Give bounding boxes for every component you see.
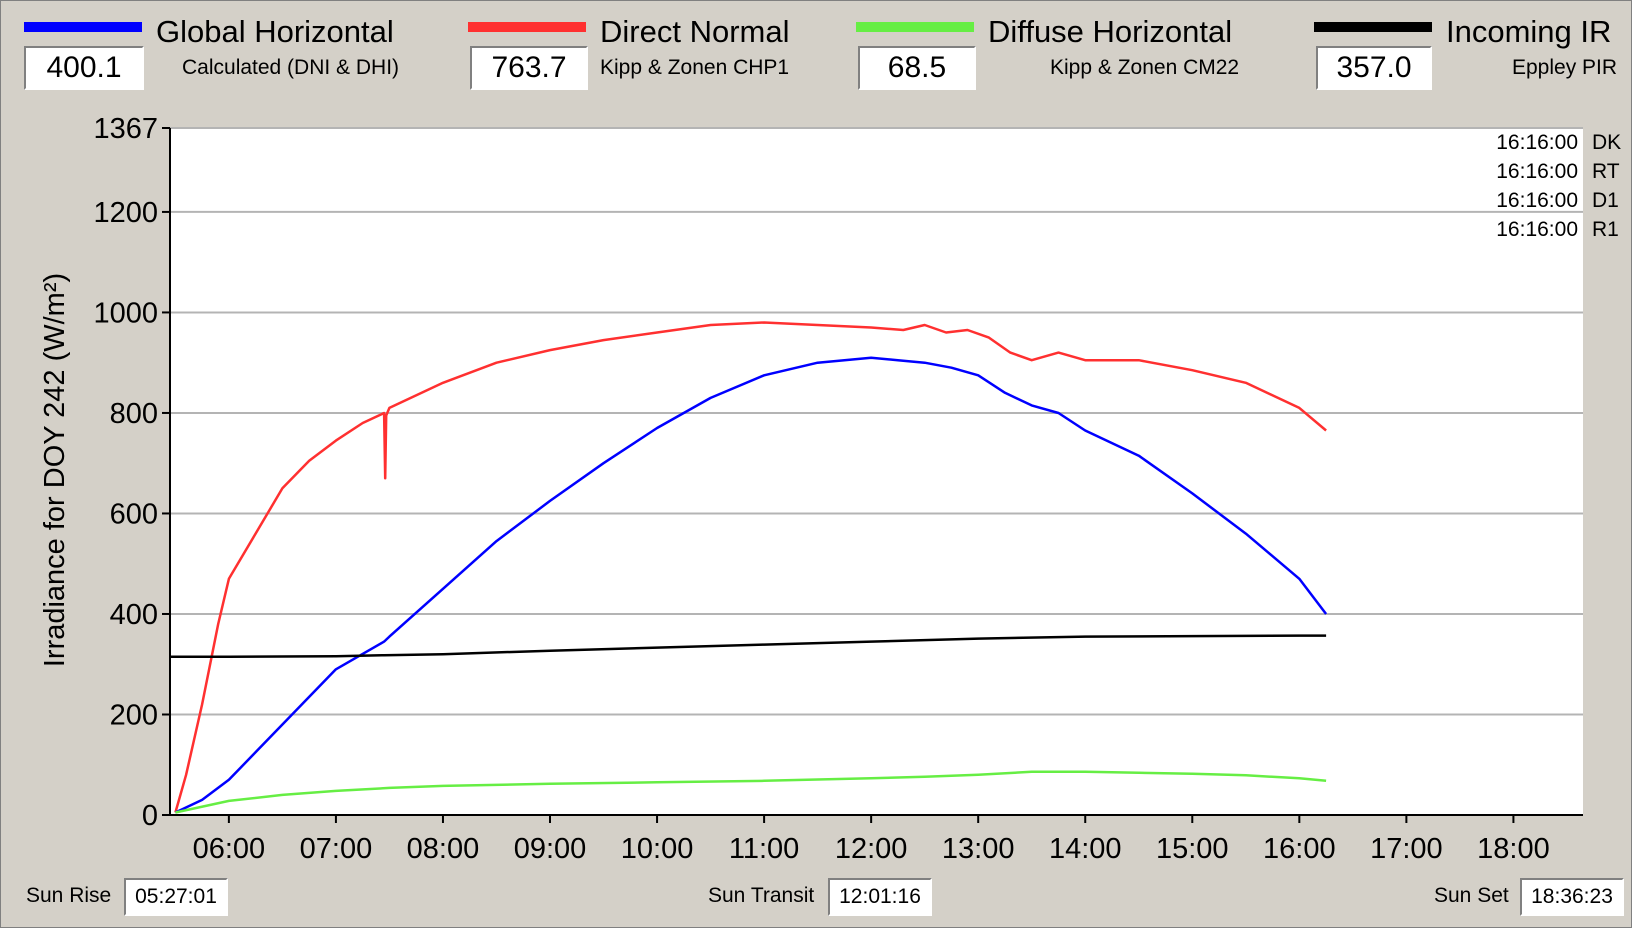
incoming-ir-value: 357.0 — [1316, 46, 1432, 90]
status-code: R1 — [1592, 218, 1619, 241]
irradiance-chart: 16:16:00 DK 16:16:00 RT 16:16:00 D1 16:1… — [39, 113, 1621, 865]
instrument-label: Kipp & Zonen CM22 — [1050, 56, 1240, 79]
global-horizontal-value: 400.1 — [24, 46, 144, 90]
series-line-global-horizontal — [174, 356, 1328, 814]
x-tick-label: 12:00 — [835, 833, 908, 865]
status-code: DK — [1592, 131, 1621, 154]
status-code: D1 — [1592, 189, 1619, 212]
status-code: RT — [1592, 160, 1620, 183]
diffuse-horizontal-value: 68.5 — [858, 46, 976, 90]
plot-area — [170, 128, 1583, 815]
x-tick-label: 10:00 — [621, 833, 694, 865]
sun-set-label: Sun Set — [1434, 884, 1509, 907]
y-tick-label: 200 — [110, 699, 158, 731]
y-tick-label: 1200 — [93, 197, 158, 229]
instrument-label: Eppley PIR — [1512, 56, 1618, 79]
x-tick-label: 11:00 — [729, 833, 799, 865]
series-line-diffuse-horizontal — [175, 770, 1327, 814]
x-tick-label: 08:00 — [407, 833, 480, 865]
status-time: 16:16:00 — [1496, 131, 1578, 154]
legend-name: Direct Normal — [600, 14, 790, 49]
x-tick-label: 07:00 — [300, 833, 373, 865]
y-tick-label: 0 — [142, 800, 158, 832]
status-time: 16:16:00 — [1496, 218, 1578, 241]
sun-transit-value: 12:01:16 — [828, 878, 932, 916]
y-tick-label: 1367 — [93, 113, 158, 145]
x-tick-label: 16:00 — [1263, 833, 1336, 865]
status-time: 16:16:00 — [1496, 160, 1578, 183]
sun-rise-label: Sun Rise — [26, 884, 112, 907]
y-tick-label: 400 — [110, 599, 158, 631]
status-panel: 16:16:00 DK 16:16:00 RT 16:16:00 D1 16:1… — [1496, 131, 1621, 241]
direct-normal-value: 763.7 — [470, 46, 588, 90]
series-line-incoming-ir — [170, 634, 1327, 658]
y-axis-title: Irradiance for DOY 242 (W/m²) — [39, 273, 71, 667]
x-tick-label: 06:00 — [193, 833, 266, 865]
x-tick-label: 13:00 — [942, 833, 1015, 865]
x-tick-label: 15:00 — [1156, 833, 1229, 865]
legend-name: Global Horizontal — [156, 14, 394, 49]
legend-swatch — [1314, 22, 1432, 32]
sun-transit-label: Sun Transit — [708, 884, 815, 907]
sun-set-value: 18:36:23 — [1520, 878, 1624, 916]
legend-swatch — [856, 22, 974, 32]
series-line-direct-normal — [174, 321, 1327, 813]
x-tick-label: 18:00 — [1477, 833, 1550, 865]
y-tick-label: 800 — [110, 398, 158, 430]
x-tick-label: 09:00 — [514, 833, 587, 865]
legend-swatch — [468, 22, 586, 32]
x-tick-label: 17:00 — [1370, 833, 1443, 865]
y-tick-label: 600 — [110, 498, 158, 530]
instrument-label: Kipp & Zonen CHP1 — [600, 56, 790, 79]
status-time: 16:16:00 — [1496, 189, 1578, 212]
legend-swatch — [24, 22, 142, 32]
legend-name: Diffuse Horizontal — [988, 14, 1233, 49]
sun-rise-value: 05:27:01 — [124, 878, 228, 916]
instrument-label: Calculated (DNI & DHI) — [182, 56, 400, 79]
legend-name: Incoming IR — [1446, 14, 1612, 49]
y-tick-label: 1000 — [93, 297, 158, 329]
x-tick-label: 14:00 — [1049, 833, 1122, 865]
